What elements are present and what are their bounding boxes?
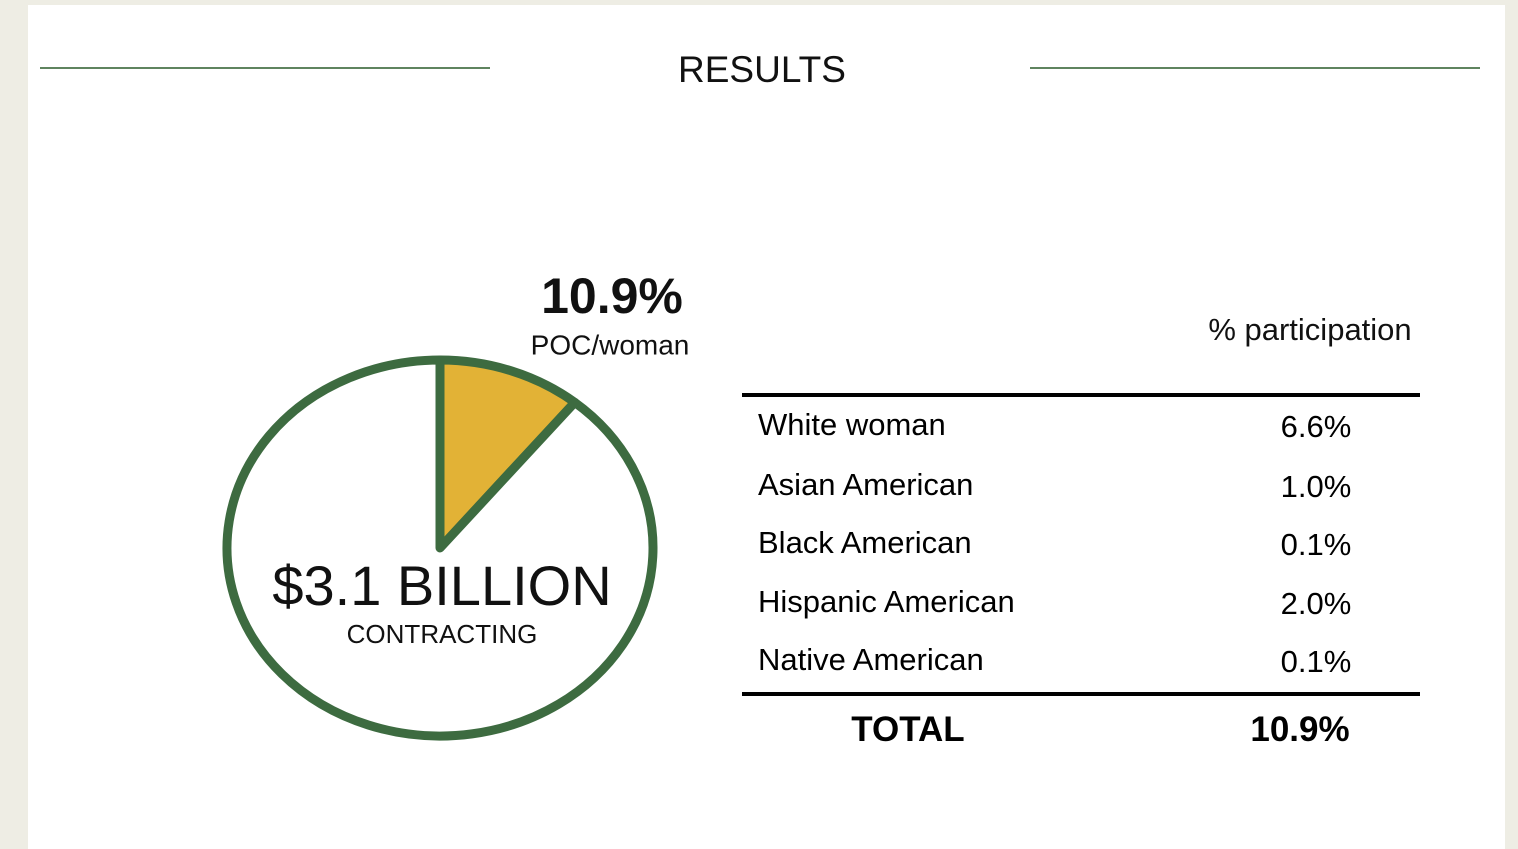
slice-label: POC/woman xyxy=(531,329,690,360)
center-amount: $3.1 BILLION xyxy=(272,554,611,617)
table-cell: TOTAL xyxy=(851,710,965,749)
table-cell: 0.1% xyxy=(1280,644,1352,679)
table-cell: Native American xyxy=(758,642,984,677)
table-cell: 1.0% xyxy=(1280,469,1352,504)
table-cell: 10.9% xyxy=(1250,710,1350,749)
table-cell: Black American xyxy=(758,525,972,560)
table-cell: Hispanic American xyxy=(758,584,1015,619)
pie xyxy=(222,355,658,741)
table-cell: 2.0% xyxy=(1280,586,1352,621)
pie-slice xyxy=(222,355,658,741)
table-cell: 6.6% xyxy=(1280,409,1352,444)
slice-value-label: 10.9% xyxy=(541,268,683,324)
table-cell: White woman xyxy=(758,407,946,442)
slide-title: RESULTS xyxy=(678,49,846,90)
table-cell: 0.1% xyxy=(1280,527,1352,562)
pie-slice xyxy=(435,355,580,553)
center-caption: CONTRACTING xyxy=(347,619,538,649)
table-cell: Asian American xyxy=(758,467,974,502)
column-header: % participation xyxy=(1208,312,1412,347)
